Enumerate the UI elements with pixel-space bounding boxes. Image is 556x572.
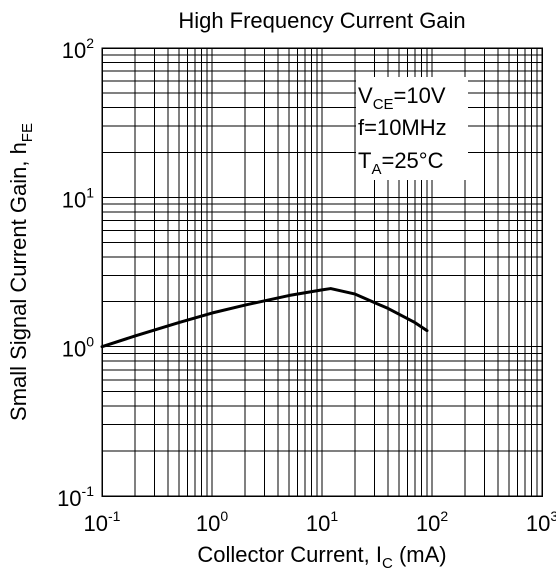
- y-tick-label: 102: [62, 35, 94, 63]
- annotation-vce: VCE=10V: [358, 83, 446, 113]
- x-tick-label: 101: [306, 508, 338, 536]
- chart-title: High Frequency Current Gain: [178, 8, 465, 33]
- plot-frame: [101, 47, 543, 497]
- x-tick-labels: 10-1 100 101 102 103: [84, 508, 556, 536]
- grid: [102, 48, 542, 496]
- y-tick-label: 10-1: [57, 483, 94, 511]
- y-tick-label: 100: [62, 334, 94, 362]
- conditions-annotation: VCE=10V f=10MHz TA=25°C: [356, 77, 468, 180]
- x-tick-label: 10-1: [84, 508, 121, 536]
- series-line: [100, 287, 429, 349]
- annotation-temperature: TA=25°C: [358, 148, 444, 178]
- x-tick-label: 103: [526, 508, 556, 536]
- annotation-frequency: f=10MHz: [358, 115, 447, 140]
- y-axis-label: Small Signal Current Gain, hFE: [6, 123, 36, 421]
- x-tick-label: 100: [196, 508, 228, 536]
- x-axis-label: Collector Current, IC (mA): [197, 542, 446, 572]
- y-tick-labels: 10-1 100 101 102: [57, 35, 94, 511]
- x-tick-label: 102: [416, 508, 448, 536]
- y-tick-label: 101: [62, 184, 94, 212]
- annotation-background: [356, 77, 468, 180]
